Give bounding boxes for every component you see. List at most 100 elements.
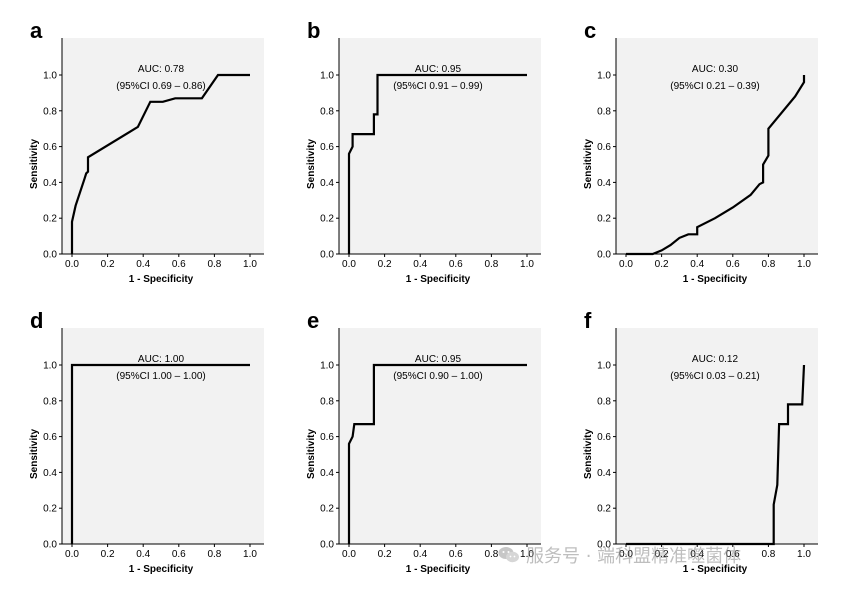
x-tick-label: 0.2 [101,259,115,270]
y-axis-title: Sensitivity [29,429,40,479]
panel-letter: b [307,18,320,43]
y-tick-label: 1.0 [597,71,611,82]
x-tick-label: 0.4 [413,259,427,270]
y-tick-label: 0.8 [597,396,611,407]
plot-area [616,328,818,544]
x-tick-label: 0.2 [378,259,392,270]
y-tick-label: 0.6 [320,432,334,443]
y-tick-label: 0.2 [597,504,611,515]
x-axis-title: 1 - Specificity [683,274,748,285]
ci-label: (95%CI 0.90 – 1.00) [393,371,483,382]
x-tick-label: 0.6 [726,549,740,560]
roc-curve [347,363,527,544]
panel-letter: a [30,18,43,43]
roc-panel-e: e 0.0 0.2 0.4 0.6 0.8 1.0 0.0 0.2 0.4 0.6 0.8 1.0 1 -… [306,308,541,575]
y-tick-label: 0.4 [597,178,611,189]
y-tick-label: 0.2 [320,504,334,515]
y-axis-title: Sensitivity [306,429,317,479]
x-tick-label: 0.8 [761,259,775,270]
y-tick-label: 0.6 [597,432,611,443]
y-tick-label: 0.4 [320,178,334,189]
panel-letter: d [30,308,43,333]
auc-label: AUC: 0.30 [692,64,739,75]
x-tick-label: 0.6 [172,259,186,270]
y-tick-label: 0.2 [320,214,334,225]
y-tick-label: 1.0 [597,361,611,372]
auc-label: AUC: 0.95 [415,64,462,75]
auc-label: AUC: 1.00 [138,354,185,365]
y-tick-label: 0.0 [320,250,334,261]
y-tick-label: 0.0 [597,250,611,261]
x-axis-title: 1 - Specificity [406,274,471,285]
y-axis-title: Sensitivity [583,139,594,189]
roc-curve [626,364,806,546]
y-tick-label: 0.8 [320,106,334,117]
x-tick-label: 0.0 [65,549,79,560]
ci-label: (95%CI 0.21 – 0.39) [670,81,760,92]
x-tick-label: 0.0 [65,259,79,270]
y-tick-label: 0.4 [43,178,57,189]
y-tick-label: 0.6 [43,432,57,443]
x-tick-label: 0.0 [342,259,356,270]
x-tick-label: 0.8 [207,549,221,560]
roc-panel-b: b 0.0 0.2 0.4 0.6 0.8 1.0 0.0 0.2 0.4 0.6 0.8 1.0 1 -… [306,18,541,285]
panel-letter: c [584,18,596,43]
x-tick-label: 0.2 [655,549,669,560]
y-tick-label: 0.6 [320,142,334,153]
y-tick-label: 0.8 [43,396,57,407]
auc-label: AUC: 0.95 [415,354,462,365]
y-tick-label: 0.4 [597,468,611,479]
y-tick-label: 0.0 [43,250,57,261]
roc-panel-a: a 0.0 0.2 0.4 0.6 0.8 1.0 0.0 0.2 0.4 0.6 0.8 1.0 1 -… [29,18,264,285]
y-tick-label: 0.0 [320,540,334,551]
x-tick-label: 1.0 [243,259,257,270]
panel-letter: f [584,308,592,333]
roc-curve [347,73,527,254]
x-tick-label: 1.0 [520,259,534,270]
y-tick-label: 0.6 [43,142,57,153]
y-axis-title: Sensitivity [306,139,317,189]
x-axis-title: 1 - Specificity [406,564,471,575]
y-tick-label: 0.8 [597,106,611,117]
auc-label: AUC: 0.78 [138,64,185,75]
roc-panel-f: f 0.0 0.2 0.4 0.6 0.8 1.0 0.0 0.2 0.4 0.6 0.8 1.0 1 -… [583,308,818,575]
x-tick-label: 0.2 [101,549,115,560]
x-tick-label: 0.4 [136,259,150,270]
x-tick-label: 1.0 [520,549,534,560]
auc-label: AUC: 0.12 [692,354,739,365]
x-tick-label: 0.0 [619,549,633,560]
x-tick-label: 0.8 [207,259,221,270]
y-axis-title: Sensitivity [583,429,594,479]
roc-panel-c: c 0.0 0.2 0.4 0.6 0.8 1.0 0.0 0.2 0.4 0.6 0.8 1.0 1 -… [583,18,818,285]
x-tick-label: 0.6 [449,549,463,560]
panel-letter: e [307,308,319,333]
y-tick-label: 1.0 [320,361,334,372]
x-tick-label: 0.0 [619,259,633,270]
x-tick-label: 0.6 [449,259,463,270]
x-tick-label: 0.4 [690,259,704,270]
y-tick-label: 0.6 [597,142,611,153]
roc-curve [70,73,250,254]
y-tick-label: 0.2 [43,214,57,225]
x-tick-label: 0.8 [484,549,498,560]
watermark: 服务号 · 端科盟精准噬菌体 [498,543,741,567]
ci-label: (95%CI 1.00 – 1.00) [116,371,206,382]
roc-curve [626,75,806,256]
x-tick-label: 0.0 [342,549,356,560]
y-tick-label: 0.0 [597,540,611,551]
x-tick-label: 0.2 [655,259,669,270]
ci-label: (95%CI 0.03 – 0.21) [670,371,760,382]
roc-panel-d: d 0.0 0.2 0.4 0.6 0.8 1.0 0.0 0.2 0.4 0.6 0.8 1.0 1 -… [29,308,264,575]
x-tick-label: 1.0 [243,549,257,560]
x-axis-title: 1 - Specificity [129,274,194,285]
x-tick-label: 0.4 [690,549,704,560]
y-tick-label: 1.0 [320,71,334,82]
ci-label: (95%CI 0.91 – 0.99) [393,81,483,92]
x-tick-label: 1.0 [797,549,811,560]
y-tick-label: 0.8 [320,396,334,407]
y-tick-label: 0.2 [597,214,611,225]
y-axis-title: Sensitivity [29,139,40,189]
y-tick-label: 0.0 [43,540,57,551]
x-tick-label: 0.6 [726,259,740,270]
